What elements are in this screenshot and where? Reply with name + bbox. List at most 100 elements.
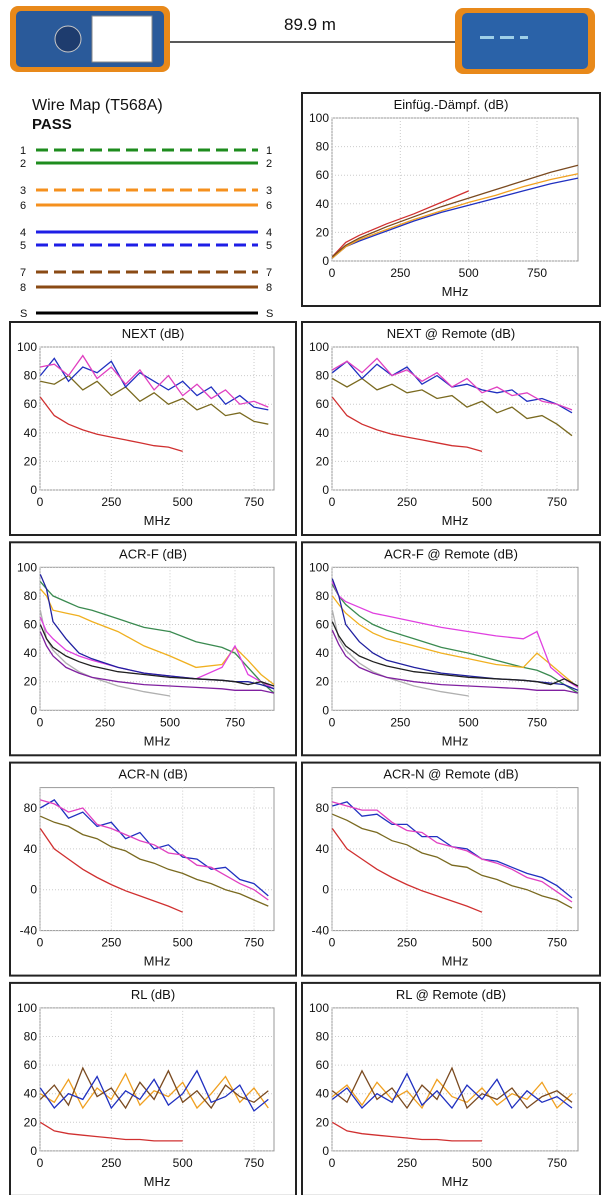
series-line xyxy=(39,574,275,690)
series-line xyxy=(39,624,275,687)
series-line xyxy=(331,595,579,688)
pin-label: S xyxy=(266,308,273,320)
pin-label: S xyxy=(20,308,27,320)
x-axis-label: MHz xyxy=(442,954,469,969)
y-tick-label: 40 xyxy=(316,197,330,211)
series-line xyxy=(39,581,275,694)
wire-map-title: Wire Map (T568A) xyxy=(32,97,163,114)
plot-area xyxy=(331,1007,579,1152)
device-led xyxy=(500,36,514,39)
x-tick-label: 500 xyxy=(472,495,492,509)
x-tick-label: 750 xyxy=(547,936,567,950)
x-axis-label: MHz xyxy=(144,1174,171,1189)
y-tick-label: -40 xyxy=(312,924,330,938)
series-line xyxy=(39,1066,269,1110)
chart-title: ACR-N (dB) xyxy=(118,767,187,782)
y-tick-label: 40 xyxy=(316,842,330,856)
x-tick-label: 500 xyxy=(472,1156,492,1170)
chart-title: Einfüg.-Dämpf. (dB) xyxy=(394,97,509,112)
device-led xyxy=(520,36,528,39)
series-line xyxy=(331,377,573,437)
y-tick-label: 20 xyxy=(24,675,38,689)
pin-label: 5 xyxy=(20,240,26,252)
x-axis-label: MHz xyxy=(144,733,171,748)
chart: ACR-F @ Remote (dB) 0 20 40 60 80 100 0 250 500 75… xyxy=(301,541,601,757)
y-tick-label: 100 xyxy=(309,340,329,354)
x-tick-label: 750 xyxy=(527,715,547,729)
x-axis-label: MHz xyxy=(442,284,469,299)
series-line xyxy=(39,357,269,411)
x-tick-label: 750 xyxy=(547,1156,567,1170)
series-line xyxy=(331,581,579,688)
pin-label: 3 xyxy=(20,185,26,197)
chart: RL @ Remote (dB) 0 20 40 60 80 100 0 250 500 750 MH… xyxy=(301,981,601,1197)
series-line xyxy=(39,1069,269,1112)
y-tick-label: 80 xyxy=(24,589,38,603)
series-line xyxy=(331,610,469,697)
y-tick-label: 60 xyxy=(316,1058,330,1072)
x-tick-label: 750 xyxy=(244,495,264,509)
y-tick-label: 100 xyxy=(309,560,329,574)
pin-label: 5 xyxy=(266,240,272,252)
chart-title: ACR-N @ Remote (dB) xyxy=(383,767,518,782)
y-tick-label: 0 xyxy=(322,703,329,717)
pin-label: 2 xyxy=(20,158,26,170)
plot-area xyxy=(331,787,579,932)
y-tick-label: 60 xyxy=(316,397,330,411)
y-tick-label: 100 xyxy=(309,1001,329,1015)
x-tick-label: 250 xyxy=(390,715,410,729)
x-tick-label: 750 xyxy=(547,495,567,509)
plot-area xyxy=(331,117,579,262)
plot-area xyxy=(39,346,275,491)
pin-label: 7 xyxy=(20,267,26,279)
series-line xyxy=(331,177,579,259)
y-tick-label: 80 xyxy=(316,1030,330,1044)
series-line xyxy=(39,1072,269,1110)
device-dial xyxy=(54,25,82,53)
y-tick-label: 40 xyxy=(24,646,38,660)
plot-area xyxy=(331,346,579,491)
series-line xyxy=(39,1121,183,1142)
y-tick-label: 0 xyxy=(322,1144,329,1158)
y-tick-label: 80 xyxy=(316,801,330,815)
y-tick-label: 0 xyxy=(322,483,329,497)
pin-label: 6 xyxy=(266,200,272,212)
remote-unit xyxy=(455,8,595,74)
series-line xyxy=(40,799,269,901)
y-tick-label: 0 xyxy=(30,883,37,897)
y-tick-label: 80 xyxy=(316,589,330,603)
plot-area xyxy=(331,566,579,711)
series-line xyxy=(332,813,573,909)
y-tick-label: 20 xyxy=(24,454,38,468)
chart-title: RL @ Remote (dB) xyxy=(396,987,506,1002)
y-tick-label: 60 xyxy=(316,618,330,632)
series-line xyxy=(39,828,183,913)
series-line xyxy=(331,164,579,258)
x-tick-label: 0 xyxy=(329,266,336,280)
series-line xyxy=(331,1066,573,1110)
x-tick-label: 0 xyxy=(329,1156,336,1170)
series-line xyxy=(331,190,469,258)
y-tick-label: 40 xyxy=(24,426,38,440)
series-line xyxy=(39,588,275,686)
y-tick-label: -40 xyxy=(20,924,38,938)
series-line xyxy=(331,1121,482,1142)
y-tick-label: 100 xyxy=(17,1001,37,1015)
wire-map: 1 12 23 36 64 45 57 78 8S S xyxy=(20,145,273,320)
x-tick-label: 0 xyxy=(329,495,336,509)
series-line xyxy=(40,374,269,425)
series-line xyxy=(332,801,573,903)
y-tick-label: 20 xyxy=(316,675,330,689)
plot-area xyxy=(39,566,275,711)
series-line xyxy=(40,815,269,907)
y-tick-label: 80 xyxy=(24,369,38,383)
y-tick-label: 60 xyxy=(24,397,38,411)
x-tick-label: 500 xyxy=(472,936,492,950)
y-tick-label: 40 xyxy=(316,426,330,440)
x-tick-label: 500 xyxy=(160,715,180,729)
series-line xyxy=(331,629,579,694)
pin-label: 8 xyxy=(266,282,272,294)
x-tick-label: 0 xyxy=(329,715,336,729)
